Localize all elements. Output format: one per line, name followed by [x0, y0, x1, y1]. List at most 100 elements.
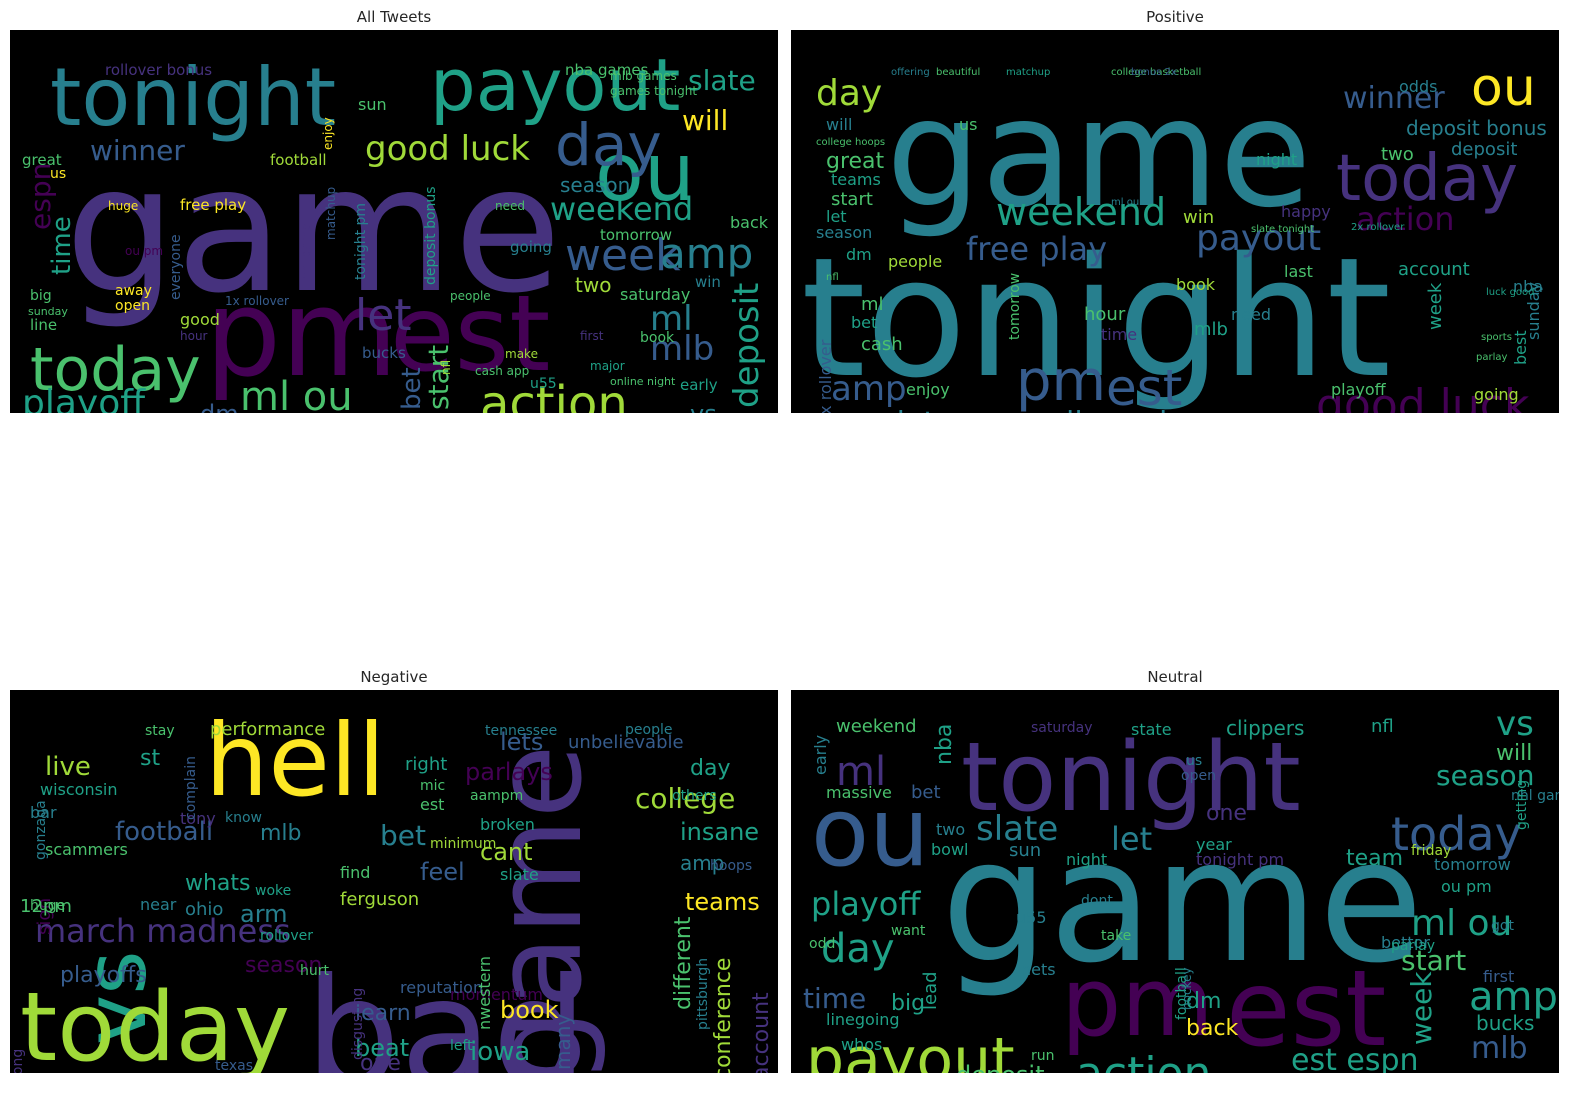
cloud-word: dm	[846, 245, 872, 264]
cloud-word: saturday	[1031, 720, 1093, 736]
cloud-word: tonight	[50, 51, 336, 144]
cloud-word: getting	[1514, 780, 1530, 830]
cloud-word: dm	[1186, 989, 1221, 1014]
cloud-word: hell	[205, 702, 385, 819]
wordcloud-canvas: game pm est tonight payout ou today action day we…	[10, 30, 778, 413]
cloud-word: game	[470, 745, 609, 1073]
cloud-word: bet	[397, 367, 427, 410]
cloud-word: left	[450, 1038, 473, 1054]
cloud-word: back	[1186, 1016, 1239, 1041]
cloud-word: let	[1111, 820, 1152, 858]
cloud-word: mlb	[1471, 1031, 1528, 1066]
cloud-word: est	[1226, 948, 1386, 1070]
cloud-word: ml ou	[1411, 903, 1512, 944]
cloud-word: massive	[826, 783, 892, 802]
cloud-word: deposit	[956, 1061, 1045, 1073]
cloud-word: deposit	[727, 283, 767, 408]
cloud-word: 2x rollover	[1351, 222, 1405, 233]
cloud-word: learn	[355, 1001, 411, 1026]
panel-title: Neutral	[1147, 668, 1203, 686]
cloud-word: rollover bonus	[1036, 406, 1250, 413]
cloud-word: u55	[530, 376, 557, 392]
cloud-word: weekend	[996, 190, 1166, 234]
cloud-word: gonzaga	[33, 800, 49, 860]
cloud-word: deposit bonus	[1406, 116, 1547, 140]
cloud-word: football	[270, 151, 327, 169]
cloud-word: ou	[811, 778, 929, 888]
cloud-word: need	[1231, 305, 1271, 324]
cloud-word: line	[30, 316, 57, 334]
cloud-word: night	[1256, 150, 1297, 169]
cloud-word: matchup	[324, 187, 338, 240]
cloud-word: account	[1398, 259, 1470, 280]
cloud-word: tonight pm	[1196, 850, 1284, 869]
cloud-word: payout	[430, 43, 680, 127]
cloud-word: reputation	[400, 978, 483, 997]
cloud-word: mlb	[1194, 319, 1228, 340]
cloud-word: pm	[1016, 349, 1106, 413]
panel-title: Negative	[360, 668, 428, 686]
cloud-word: start	[831, 189, 873, 210]
cloud-word: deposit bonus	[423, 186, 439, 285]
cloud-word: saturday	[620, 285, 690, 304]
cloud-word: book	[640, 330, 675, 346]
cloud-word: nhl game	[1511, 788, 1559, 804]
cloud-word: sunday	[28, 305, 68, 318]
cloud-word: near	[140, 895, 177, 914]
cloud-word: beat	[355, 1034, 409, 1062]
cloud-word: open	[1181, 768, 1216, 784]
cloud-word: rollover bonus	[105, 61, 212, 79]
cloud-word: winner	[90, 134, 185, 167]
cloud-word: hour	[180, 329, 208, 343]
cloud-word: game	[941, 803, 1423, 1001]
cloud-word: huge	[30, 898, 65, 914]
cloud-word: friday	[1411, 843, 1451, 859]
cloud-word: will	[826, 115, 852, 134]
cloud-word: book	[1176, 275, 1216, 294]
cloud-word: hockey	[1180, 967, 1194, 1010]
cloud-word: others	[672, 788, 717, 804]
cloud-word: one	[1206, 801, 1247, 826]
cloud-word: make	[505, 347, 538, 361]
cloud-word: day	[555, 111, 662, 179]
cloud-word: big	[891, 991, 925, 1016]
cloud-word: two	[936, 820, 965, 839]
cloud-word: us	[1186, 753, 1202, 769]
cloud-word: requirements	[20, 1071, 167, 1073]
cloud-word: will	[682, 104, 728, 137]
cloud-word: weekend	[836, 716, 917, 737]
cloud-word: going	[1474, 385, 1519, 404]
cloud-word: hurt	[300, 963, 330, 979]
cloud-word: scammers	[45, 840, 128, 859]
cloud-word: first	[1483, 967, 1514, 986]
cloud-word: parlay	[1476, 352, 1507, 363]
cloud-word: tonight	[801, 222, 1391, 413]
cloud-word: today	[30, 335, 201, 405]
cloud-word: today	[1336, 142, 1518, 216]
cloud-word: day	[690, 756, 730, 781]
cloud-word: est	[420, 795, 444, 814]
cloud-word: huge	[108, 199, 138, 213]
cloud-word: playoff	[22, 383, 146, 413]
cloud-word: nfl	[1371, 716, 1394, 737]
cloud-word: wrong	[10, 1049, 26, 1073]
cloud-word: beautiful	[936, 67, 980, 78]
cloud-word: arm	[240, 900, 288, 928]
wordcloud-panel-positive: Positive game tonight today good luck pm est o…	[791, 8, 1559, 414]
cloud-word: action	[1076, 1048, 1211, 1073]
cloud-word: playoff	[811, 885, 921, 923]
cloud-word: lets	[500, 728, 543, 756]
cloud-word: games tonight	[610, 84, 697, 98]
cloud-word: vs	[690, 400, 717, 413]
cloud-word: major	[590, 359, 625, 373]
cloud-word: tony	[180, 809, 216, 828]
cloud-word: bowl	[931, 840, 968, 859]
cloud-word: cant	[480, 838, 533, 866]
cloud-word: odd	[809, 936, 835, 952]
cloud-word: right	[405, 754, 447, 775]
cloud-word: will	[1496, 741, 1532, 766]
cloud-word: bet	[851, 313, 877, 332]
cloud-word: season	[245, 953, 322, 978]
cloud-word: take	[1101, 928, 1131, 944]
cloud-word: bucks	[362, 344, 406, 362]
